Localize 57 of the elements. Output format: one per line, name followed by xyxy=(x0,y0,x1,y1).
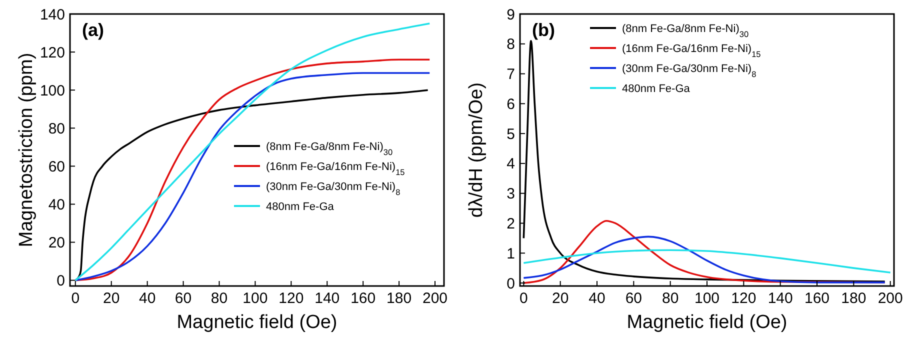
chart-title: (a) xyxy=(82,20,104,40)
x-axis-title: Magnetic field (Oe) xyxy=(176,312,338,333)
y-tick-label: 40 xyxy=(48,196,65,214)
x-tick-label: 20 xyxy=(552,290,569,307)
legend-label: (8nm Fe-Ga/8nm Fe-Ni)$_{30}$ xyxy=(266,140,393,156)
y-tick-label: 9 xyxy=(506,6,515,24)
y-tick-label: 80 xyxy=(48,120,65,138)
x-tick-label: 0 xyxy=(519,290,528,307)
x-tick-label: 120 xyxy=(731,290,756,307)
y-tick-label: 20 xyxy=(48,234,65,252)
y-tick-label: 8 xyxy=(506,36,515,54)
y-tick-label: 6 xyxy=(506,96,515,113)
x-tick-label: 140 xyxy=(768,290,793,307)
y-tick-label: 0 xyxy=(506,275,515,292)
y-tick-label: 120 xyxy=(40,44,65,62)
legend-label: 480nm Fe-Ga xyxy=(622,82,691,95)
x-tick-label: 40 xyxy=(138,290,156,307)
y-axis-title: dλ/dH (ppm/Oe) xyxy=(466,82,487,218)
x-tick-label: 20 xyxy=(103,290,120,307)
legend-label: 480nm Fe-Ga xyxy=(266,200,335,213)
x-tick-label: 40 xyxy=(588,290,606,307)
y-tick-label: 0 xyxy=(56,272,65,290)
y-tick-label: 5 xyxy=(506,126,515,143)
x-tick-label: 100 xyxy=(242,290,268,307)
x-tick-label: 80 xyxy=(210,290,228,307)
line-series xyxy=(522,40,886,282)
y-tick-label: 140 xyxy=(40,6,65,24)
x-tick-label: 200 xyxy=(422,290,448,307)
x-tick-label: 0 xyxy=(71,290,80,307)
y-tick-label: 7 xyxy=(506,66,515,84)
y-tick-label: 4 xyxy=(506,156,515,173)
y-tick-label: 100 xyxy=(40,82,65,100)
legend-label: (30nm Fe-Ga/30nm Fe-Ni)$_{8}$ xyxy=(266,180,401,196)
legend-label: (16nm Fe-Ga/16nm Fe-Ni)$_{15}$ xyxy=(266,160,406,176)
x-tick-label: 100 xyxy=(694,290,720,307)
y-axis-title: Magnetostriction (ppm) xyxy=(16,52,37,248)
chart-title: (b) xyxy=(532,20,555,40)
legend-label: (16nm Fe-Ga/16nm Fe-Ni)$_{15}$ xyxy=(622,42,762,58)
y-tick-label: 60 xyxy=(48,158,65,176)
x-tick-label: 60 xyxy=(174,290,192,307)
line-series xyxy=(522,236,886,284)
x-tick-label: 180 xyxy=(386,290,412,307)
x-tick-label: 180 xyxy=(841,290,866,307)
x-tick-label: 160 xyxy=(350,290,376,307)
x-axis-title: Magnetic field (Oe) xyxy=(626,312,788,333)
legend-label: (8nm Fe-Ga/8nm Fe-Ni)$_{30}$ xyxy=(622,22,749,38)
x-tick-label: 120 xyxy=(278,290,304,307)
legend-label: (30nm Fe-Ga/30nm Fe-Ni)$_{8}$ xyxy=(622,62,757,78)
y-tick-label: 1 xyxy=(506,245,515,262)
y-tick-label: 3 xyxy=(506,186,515,203)
x-tick-label: 200 xyxy=(878,290,903,307)
x-tick-label: 160 xyxy=(804,290,830,307)
x-tick-label: 140 xyxy=(314,290,340,307)
line-series xyxy=(522,249,892,274)
x-tick-label: 60 xyxy=(625,290,642,307)
y-tick-label: 2 xyxy=(506,215,515,232)
x-tick-label: 80 xyxy=(662,290,679,307)
